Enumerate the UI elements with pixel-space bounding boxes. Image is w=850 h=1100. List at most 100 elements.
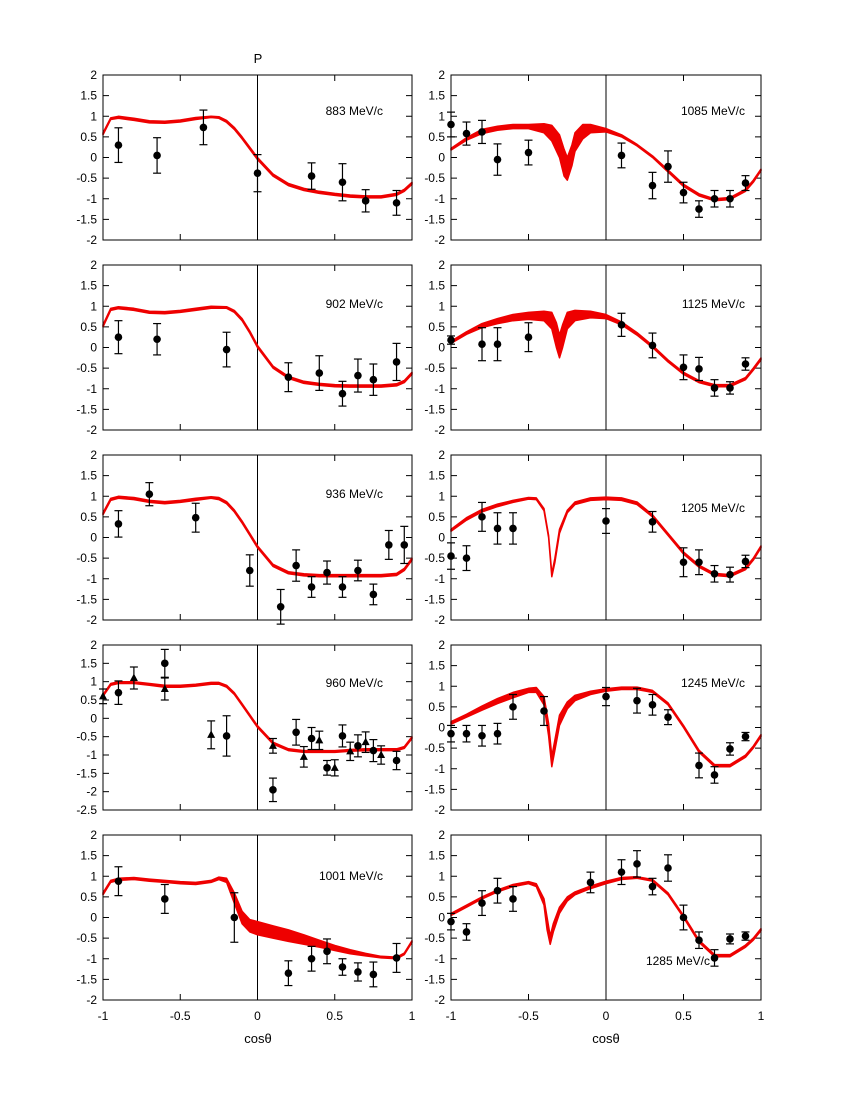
- circle-marker: [392, 756, 401, 765]
- triangle-marker: [207, 730, 216, 738]
- circle-marker: [269, 786, 277, 794]
- circle-marker: [323, 568, 331, 577]
- circle-marker: [354, 566, 362, 575]
- data-point: [338, 724, 347, 748]
- circle-marker: [462, 554, 471, 562]
- data-point: [509, 512, 517, 545]
- data-point: [145, 482, 154, 507]
- data-point: [114, 866, 123, 897]
- data-point: [478, 890, 486, 917]
- data-point: [741, 731, 750, 742]
- y-tick-label: 0: [90, 341, 97, 355]
- y-tick-label: 0.5: [428, 700, 445, 714]
- x-axis-label-right: cosθ: [592, 1031, 619, 1046]
- circle-marker: [230, 913, 239, 922]
- data-point: [664, 709, 672, 726]
- y-tick-label: 2: [90, 68, 97, 82]
- y-tick-label: 0.5: [80, 130, 97, 144]
- data-point: [199, 109, 208, 146]
- y-tick-label: 1: [438, 299, 445, 313]
- y-tick-label: -1.5: [424, 402, 445, 416]
- circle-marker: [741, 557, 750, 566]
- data-point: [338, 380, 347, 407]
- data-point: [695, 356, 703, 382]
- y-tick-label: -1: [86, 748, 97, 762]
- circle-marker: [695, 761, 703, 770]
- circle-marker: [679, 913, 688, 922]
- panel-frame: [450, 454, 762, 621]
- circle-marker: [602, 517, 610, 525]
- y-tick-label: -2.5: [76, 803, 97, 817]
- data-point: [710, 766, 719, 784]
- data-point-triangle: [361, 731, 370, 754]
- circle-marker: [114, 520, 123, 528]
- data-point: [392, 189, 401, 216]
- circle-marker: [307, 734, 316, 743]
- circle-marker: [695, 936, 703, 944]
- y-tick-label: -1: [434, 762, 445, 776]
- data-point: [664, 854, 672, 882]
- y-tick-label: 0.5: [428, 130, 445, 144]
- circle-marker: [509, 703, 517, 711]
- data-point: [253, 154, 262, 193]
- circle-marker: [338, 178, 347, 187]
- y-tick-label: -0.5: [424, 741, 445, 755]
- energy-label: 1085 MeV/c: [681, 104, 745, 118]
- data-point: [478, 327, 486, 362]
- data-point: [633, 687, 641, 714]
- data-point: [540, 695, 548, 727]
- circle-marker: [161, 895, 169, 903]
- circle-marker: [726, 935, 734, 943]
- y-tick-label: 2: [438, 448, 445, 462]
- circle-marker: [338, 389, 347, 398]
- y-tick-label: 0.5: [428, 890, 445, 904]
- data-point: [710, 949, 719, 967]
- data-point: [307, 576, 316, 598]
- x-tick-label: -1: [446, 1009, 457, 1023]
- triangle-marker: [361, 737, 370, 746]
- data-point-triangle: [207, 720, 216, 750]
- data-point: [710, 379, 719, 397]
- data-point: [323, 938, 332, 965]
- data-point: [726, 189, 734, 208]
- data-point: [323, 560, 332, 585]
- circle-marker: [315, 369, 324, 377]
- y-tick-label: -2: [86, 993, 97, 1007]
- circle-marker: [493, 729, 502, 738]
- quantity-label: P: [254, 51, 263, 66]
- circle-marker: [284, 969, 293, 977]
- data-point-triangle: [315, 730, 324, 751]
- data-point: [160, 883, 169, 914]
- data-point-triangle: [346, 741, 355, 762]
- data-point: [679, 181, 688, 204]
- data-point: [353, 734, 362, 758]
- panel-1245: 2 1.5 1 0.5 0 -0.5 -1 -1.5 -2 1245 MeV/c: [424, 638, 762, 817]
- data-point: [679, 904, 688, 931]
- x-tick-label: 1: [409, 1009, 416, 1023]
- energy-label: 1245 MeV/c: [681, 676, 745, 690]
- circle-marker: [369, 375, 378, 384]
- circle-marker: [741, 932, 750, 940]
- circle-marker: [679, 188, 688, 197]
- x-tick-label: 1: [758, 1009, 765, 1023]
- panel-frame: [102, 644, 413, 811]
- triangle-marker: [377, 750, 386, 758]
- data-point: [191, 502, 200, 533]
- y-tick-label: 1: [438, 489, 445, 503]
- y-tick-label: -1: [86, 572, 97, 586]
- circle-marker: [493, 886, 502, 895]
- circle-marker: [478, 513, 486, 521]
- circle-marker: [633, 860, 641, 868]
- y-tick-label: 0.5: [80, 510, 97, 524]
- y-tick-label: 2: [438, 828, 445, 842]
- data-point: [741, 175, 750, 192]
- circle-marker: [710, 384, 719, 392]
- data-point: [114, 680, 123, 706]
- circle-marker: [478, 899, 486, 907]
- data-point-triangle: [129, 666, 138, 690]
- circle-marker: [617, 151, 626, 160]
- data-point: [695, 200, 703, 218]
- data-point: [462, 923, 471, 941]
- circle-marker: [323, 764, 331, 772]
